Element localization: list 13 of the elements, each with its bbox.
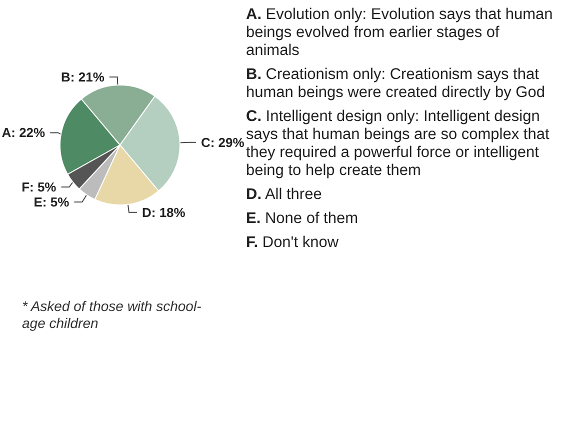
slice-label: E: 5% bbox=[34, 194, 70, 210]
slice-label: D: 18% bbox=[142, 204, 186, 220]
text: C. Intelligent design only: Intelligent design says that human beings are so complex that they required a powerful force or intelligent being to help create them bbox=[246, 108, 550, 180]
slice-label: B: 21% bbox=[61, 70, 105, 85]
text: E. None of them bbox=[246, 210, 360, 228]
text: F. Don't know bbox=[246, 234, 340, 252]
text: D. All three bbox=[246, 186, 323, 204]
text: * Asked of those with school-age children bbox=[22, 298, 202, 332]
slice-label: A: 22% bbox=[2, 125, 46, 140]
slice-label: F: 5% bbox=[22, 180, 57, 195]
slice-label: C: 29% bbox=[200, 134, 245, 150]
text: A. Evolution only: Evolution says that human beings evolved from earlier stages of animals bbox=[246, 6, 554, 60]
text: B. Creationism only: Creationism says that human beings were created directly by God bbox=[246, 66, 546, 102]
